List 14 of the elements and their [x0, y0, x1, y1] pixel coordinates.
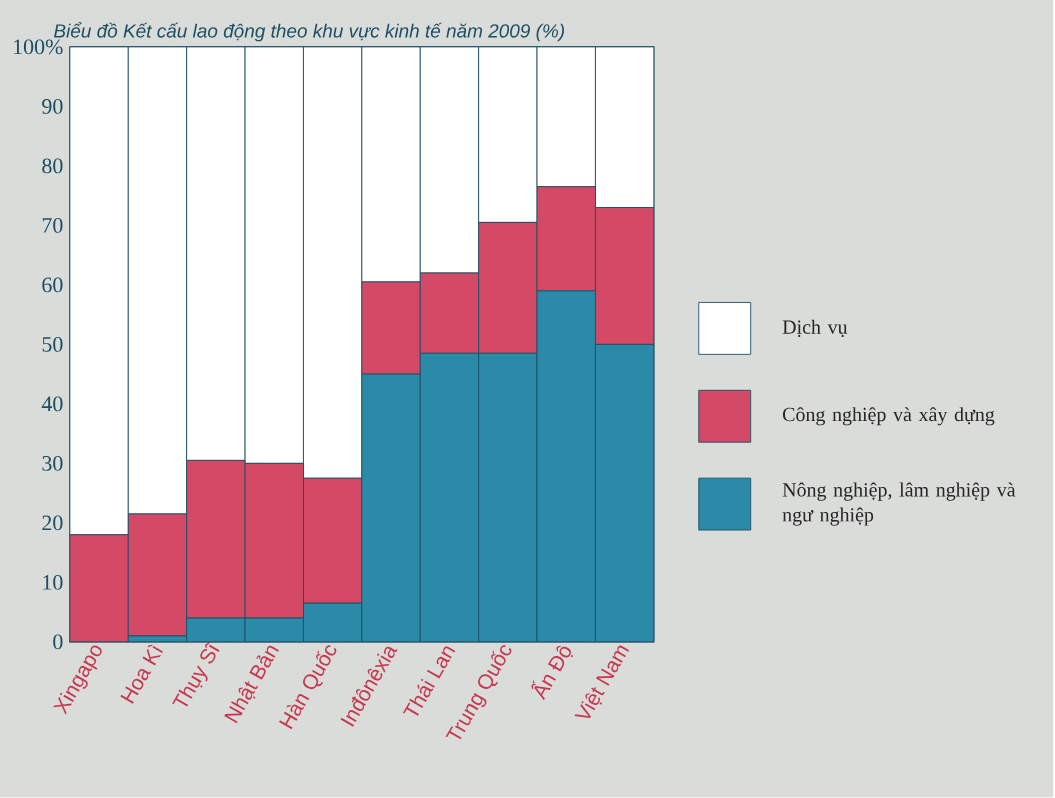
- text: Công nghiệp và xây dựng: [782, 407, 995, 426]
- x-tick-label: Ấn Độ: [531, 646, 574, 701]
- x-tick-label: Hoa Kì: [120, 644, 164, 704]
- y-tick-label: 30: [42, 456, 63, 471]
- y-tick-label: 90: [42, 99, 63, 115]
- text: Nông nghiệp, lâm nghiệp và ngư nghiệp: [782, 482, 1016, 526]
- y-tick-label: 70: [42, 218, 63, 234]
- y-tick-label: 50: [42, 337, 63, 352]
- y-tick-label: 40: [41, 396, 63, 412]
- y-tick-label: 80: [42, 158, 63, 174]
- y-tick-label: 60: [42, 277, 63, 293]
- y-tick-label: 20: [42, 515, 63, 531]
- text: Dịch vụ: [782, 320, 848, 338]
- y-tick-label: 10: [43, 575, 63, 590]
